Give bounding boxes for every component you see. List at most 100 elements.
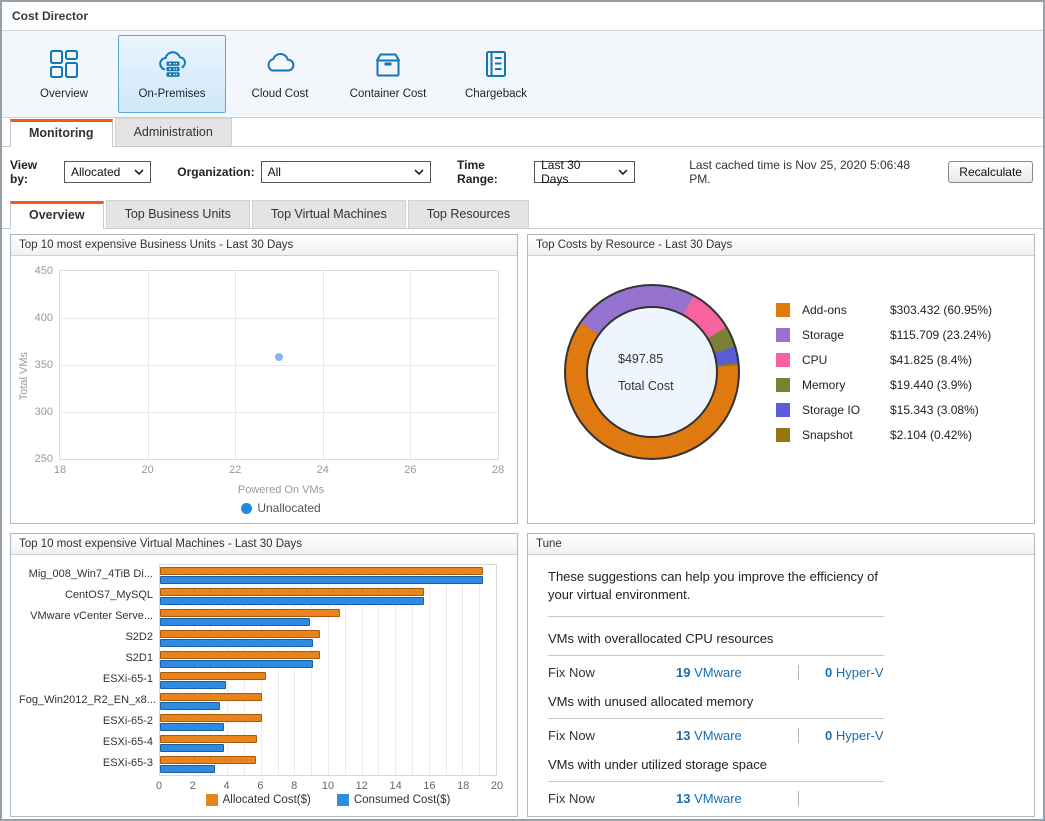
legend-label: Storage IO (802, 403, 878, 417)
bar (160, 639, 313, 647)
x-tick-label: 28 (492, 464, 504, 476)
tab-administration[interactable]: Administration (115, 118, 232, 146)
legend-swatch (776, 378, 790, 392)
bar (160, 744, 224, 752)
toolbar-item-label: Container Cost (350, 88, 427, 100)
bar (160, 630, 320, 638)
time-range-select[interactable]: Last 30 Days (534, 161, 635, 183)
vmware-count: 19 (676, 665, 690, 680)
suggestion-actions: Fix Now13 VMware (548, 782, 884, 806)
bar-group (160, 691, 496, 712)
panel-title: Top Costs by Resource - Last 30 Days (528, 235, 1034, 256)
legend-label: Consumed Cost($) (354, 794, 451, 806)
legend-swatch (776, 403, 790, 417)
legend-label: Allocated Cost($) (223, 794, 311, 806)
ledger-book-icon (478, 48, 514, 80)
resource-donut: $497.85 Total Cost (564, 284, 740, 460)
last-cached-time: Last cached time is Nov 25, 2020 5:06:48… (689, 158, 932, 186)
bar (160, 609, 340, 617)
vmware-count-link[interactable]: 19 VMware (676, 665, 772, 680)
cloud-servers-icon (154, 48, 190, 80)
tab-monitoring[interactable]: Monitoring (10, 119, 113, 147)
toolbar-item-on-premises[interactable]: On-Premises (118, 35, 226, 113)
x-tick-label: 0 (156, 780, 162, 792)
x-tick-label: 14 (389, 780, 401, 792)
panel-top-costs: Top Costs by Resource - Last 30 Days $49… (527, 234, 1035, 524)
toolbar-item-label: Cloud Cost (252, 88, 309, 100)
gridline (60, 365, 498, 366)
vmware-count-link[interactable]: 13 VMware (676, 728, 772, 743)
legend-item: Memory$19.440 (3.9%) (776, 378, 992, 392)
recalculate-button[interactable]: Recalculate (948, 161, 1033, 183)
panel-title: Top 10 most expensive Virtual Machines -… (11, 534, 517, 555)
time-range-value: Last 30 Days (541, 158, 610, 186)
tune-suggestions: VMs with overallocated CPU resourcesFix … (548, 617, 1014, 806)
legend-swatch (776, 303, 790, 317)
subtab-top-virtual-machines[interactable]: Top Virtual Machines (252, 200, 406, 228)
vmware-count: 13 (676, 728, 690, 743)
view-by-label: View by: (10, 158, 58, 186)
bar (160, 735, 257, 743)
sub-tab-bar: Overview Top Business Units Top Virtual … (2, 200, 1043, 229)
fix-now-link[interactable]: Fix Now (548, 665, 676, 680)
subtab-top-resources[interactable]: Top Resources (408, 200, 529, 228)
bar-category-label: S2D2 (19, 627, 159, 648)
x-tick-label: 16 (423, 780, 435, 792)
x-tick-label: 20 (141, 464, 153, 476)
organization-select[interactable]: All (261, 161, 431, 183)
scatter-point (275, 353, 283, 361)
gridline (60, 318, 498, 319)
legend-value: $115.709 (23.24%) (890, 328, 991, 342)
bar (160, 714, 262, 722)
toolbar-item-overview[interactable]: Overview (10, 35, 118, 113)
toolbar-item-chargeback[interactable]: Chargeback (442, 35, 550, 113)
x-tick-label: 18 (457, 780, 469, 792)
bar-group (160, 712, 496, 733)
toolbar-item-cloud-cost[interactable]: Cloud Cost (226, 35, 334, 113)
bar-group (160, 607, 496, 628)
bars-legend: Allocated Cost($) Consumed Cost($) (159, 794, 497, 806)
hyperv-count-link[interactable]: 0 Hyper-V (825, 665, 884, 680)
panel-title: Top 10 most expensive Business Units - L… (11, 235, 517, 256)
bar (160, 723, 224, 731)
hyperv-count-link[interactable]: 0 Hyper-V (825, 728, 884, 743)
page-title: Cost Director (2, 2, 1043, 27)
bar (160, 576, 483, 584)
legend-value: $15.343 (3.08%) (890, 403, 979, 417)
bar-group (160, 628, 496, 649)
fix-now-link[interactable]: Fix Now (548, 791, 676, 806)
legend-value: $19.440 (3.9%) (890, 378, 972, 392)
legend-label: CPU (802, 353, 878, 367)
bar-group (160, 733, 496, 754)
legend-label: Add-ons (802, 303, 878, 317)
organization-label: Organization: (177, 165, 254, 179)
donut-center: $497.85 Total Cost (586, 306, 718, 438)
toolbar-item-label: Overview (40, 88, 88, 100)
x-tick-label: 8 (291, 780, 297, 792)
resource-legend: Add-ons$303.432 (60.95%) Storage $115.709 … (776, 303, 992, 442)
x-tick-label: 20 (491, 780, 503, 792)
x-tick-label: 26 (404, 464, 416, 476)
fix-now-link[interactable]: Fix Now (548, 728, 676, 743)
x-tick-label: 24 (317, 464, 329, 476)
legend-label: Storage (802, 328, 878, 342)
legend-swatch (337, 794, 349, 806)
legend-item: Add-ons$303.432 (60.95%) (776, 303, 992, 317)
suggestion-actions: Fix Now19 VMware 0 Hyper-V (548, 656, 884, 680)
vmware-count-link[interactable]: 13 VMware (676, 791, 772, 806)
gridline (60, 412, 498, 413)
container-box-icon (370, 48, 406, 80)
bar-group (160, 754, 496, 775)
view-by-select[interactable]: Allocated (64, 161, 151, 183)
divider (798, 665, 799, 680)
toolbar-item-container-cost[interactable]: Container Cost (334, 35, 442, 113)
legend-label: Snapshot (802, 428, 878, 442)
tune-suggestion: VMs with unused allocated memoryFix Now1… (548, 680, 884, 743)
legend-label: Unallocated (257, 501, 320, 515)
tune-content: These suggestions can help you improve t… (528, 555, 1034, 816)
legend-item: Storage $115.709 (23.24%) (776, 328, 992, 342)
subtab-overview[interactable]: Overview (10, 201, 104, 229)
tune-suggestion: VMs with under utilized storage spaceFix… (548, 743, 884, 806)
bars-plot (159, 564, 497, 776)
subtab-top-business-units[interactable]: Top Business Units (106, 200, 250, 228)
